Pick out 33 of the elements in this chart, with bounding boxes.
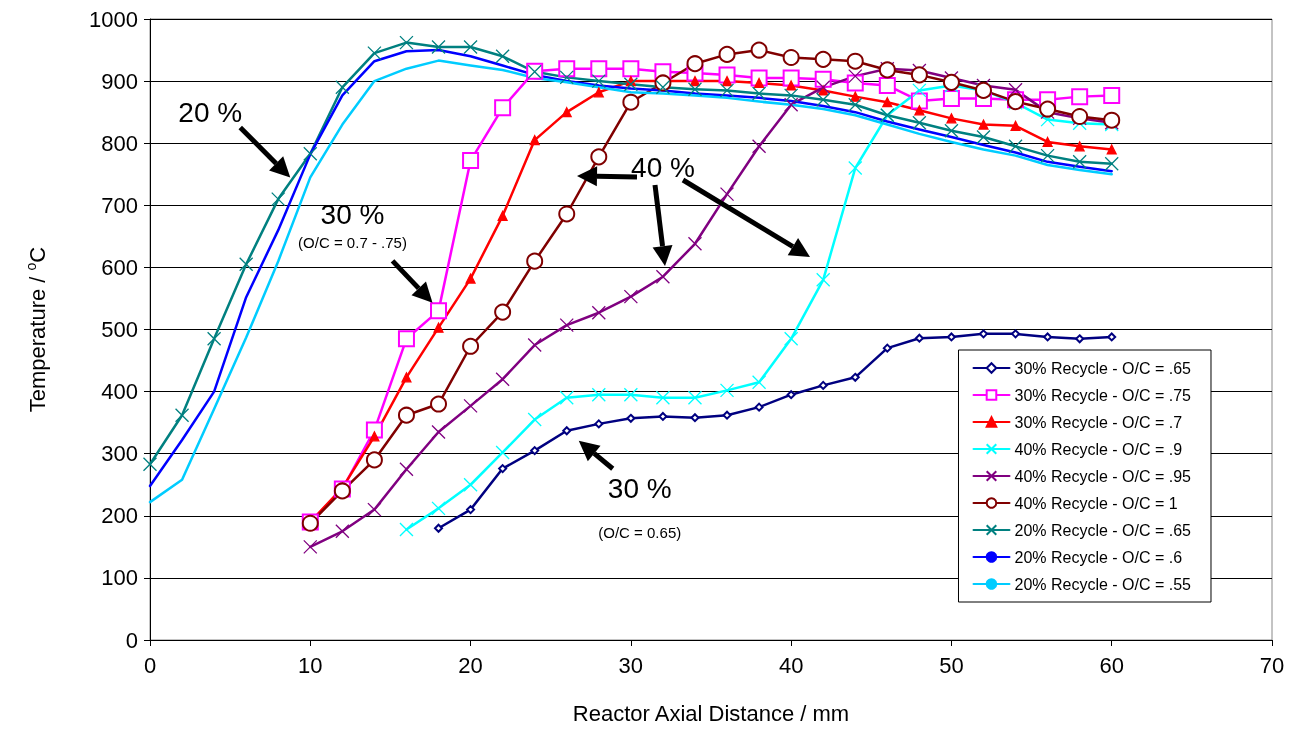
legend-label: 20% Recycle - O/C = .65	[1014, 521, 1192, 539]
y-tick-label: 500	[101, 317, 138, 342]
y-tick-label: 200	[101, 503, 138, 529]
x-tick-label: 70	[1259, 652, 1285, 678]
x-tick-label: 20	[458, 652, 483, 678]
legend-label: 40% Recycle - O/C = .9	[1014, 440, 1183, 458]
legend-label: 30% Recycle - O/C = .65	[1014, 359, 1192, 377]
x-tick-label: 40	[778, 652, 804, 678]
y-tick-label: 1000	[89, 6, 138, 32]
legend-label: 20% Recycle - O/C = .55	[1014, 575, 1192, 593]
x-tick-label: 50	[939, 652, 964, 678]
y-tick-label: 900	[101, 68, 138, 94]
y-tick-label: 700	[101, 192, 138, 218]
x-tick-label: 30	[618, 652, 644, 678]
annotation: 20 %	[178, 96, 243, 128]
y-tick-label: 300	[101, 441, 138, 467]
legend-label: 40% Recycle - O/C = 1	[1014, 494, 1178, 512]
x-tick-label: 0	[143, 652, 157, 678]
y-tick-label: 800	[101, 130, 138, 156]
y-tick-label: 100	[101, 565, 138, 591]
y-axis-title: Temperature / oC	[23, 246, 50, 413]
legend-label: 40% Recycle - O/C = .95	[1014, 467, 1192, 485]
y-tick-label: 600	[101, 254, 138, 280]
annotation: 30 % (O/C = 0.65)	[598, 472, 682, 541]
y-tick-label: 400	[101, 379, 138, 405]
legend-label: 30% Recycle - O/C = .7	[1014, 413, 1183, 431]
annotation: 40 %	[631, 152, 695, 183]
x-axis-title: Reactor Axial Distance / mm	[572, 700, 850, 726]
legend-label: 20% Recycle - O/C = .6	[1014, 548, 1183, 566]
y-tick-label: 0	[125, 627, 138, 653]
x-tick-label: 60	[1099, 652, 1124, 678]
x-tick-label: 10	[298, 652, 323, 678]
legend-label: 30% Recycle - O/C = .75	[1014, 386, 1192, 404]
